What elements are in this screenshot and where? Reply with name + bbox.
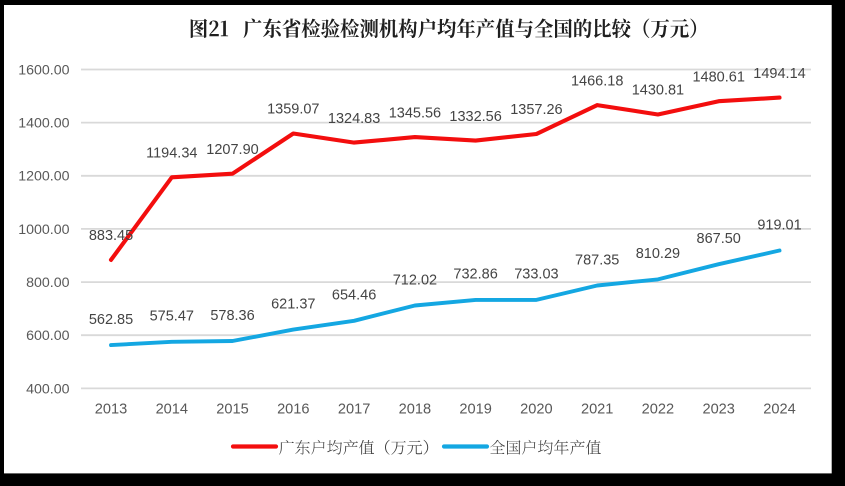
svg-text:621.37: 621.37 xyxy=(271,296,315,312)
svg-text:2023: 2023 xyxy=(702,402,734,418)
svg-text:712.02: 712.02 xyxy=(393,272,437,288)
svg-text:1324.83: 1324.83 xyxy=(328,111,380,127)
svg-text:2024: 2024 xyxy=(763,402,795,418)
svg-text:1357.26: 1357.26 xyxy=(510,102,562,118)
svg-text:1000.00: 1000.00 xyxy=(18,222,69,238)
svg-text:1480.61: 1480.61 xyxy=(692,69,744,85)
svg-text:654.46: 654.46 xyxy=(332,288,376,304)
svg-text:2017: 2017 xyxy=(338,402,370,418)
svg-text:2014: 2014 xyxy=(156,402,188,418)
svg-text:578.36: 578.36 xyxy=(210,308,254,324)
svg-text:400.00: 400.00 xyxy=(26,381,70,397)
svg-text:2016: 2016 xyxy=(277,402,309,418)
svg-text:1359.07: 1359.07 xyxy=(267,102,319,118)
svg-text:1494.14: 1494.14 xyxy=(753,66,805,82)
svg-text:810.29: 810.29 xyxy=(636,246,680,262)
svg-text:883.45: 883.45 xyxy=(89,228,133,244)
svg-text:732.86: 732.86 xyxy=(453,267,497,283)
svg-text:2020: 2020 xyxy=(520,402,552,418)
svg-text:733.03: 733.03 xyxy=(514,267,558,283)
svg-text:867.50: 867.50 xyxy=(697,231,741,247)
svg-text:2015: 2015 xyxy=(216,402,248,418)
svg-text:919.01: 919.01 xyxy=(757,217,801,233)
svg-text:562.85: 562.85 xyxy=(89,312,133,328)
svg-text:2021: 2021 xyxy=(581,402,613,418)
svg-text:1207.90: 1207.90 xyxy=(206,142,258,158)
svg-text:1600.00: 1600.00 xyxy=(18,62,69,78)
svg-text:1400.00: 1400.00 xyxy=(18,116,69,132)
svg-text:2018: 2018 xyxy=(399,402,431,418)
svg-text:2019: 2019 xyxy=(459,402,491,418)
svg-text:787.35: 787.35 xyxy=(575,252,619,268)
svg-text:1332.56: 1332.56 xyxy=(449,109,501,125)
svg-text:1194.34: 1194.34 xyxy=(146,146,197,162)
svg-text:1345.56: 1345.56 xyxy=(389,105,441,121)
svg-text:1200.00: 1200.00 xyxy=(18,169,69,185)
svg-text:600.00: 600.00 xyxy=(26,328,70,344)
svg-text:800.00: 800.00 xyxy=(26,275,70,291)
svg-text:2022: 2022 xyxy=(642,402,674,418)
svg-text:2013: 2013 xyxy=(95,402,127,418)
svg-text:1466.18: 1466.18 xyxy=(571,73,623,89)
svg-text:575.47: 575.47 xyxy=(150,309,194,325)
svg-text:1430.81: 1430.81 xyxy=(632,83,684,99)
